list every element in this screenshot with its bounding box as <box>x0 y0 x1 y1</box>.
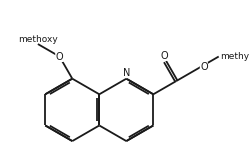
Text: N: N <box>123 68 130 78</box>
Text: O: O <box>200 62 208 72</box>
Text: O: O <box>161 51 168 61</box>
Text: methoxy: methoxy <box>18 34 58 44</box>
Text: O: O <box>56 52 63 62</box>
Text: methyl: methyl <box>220 52 250 61</box>
